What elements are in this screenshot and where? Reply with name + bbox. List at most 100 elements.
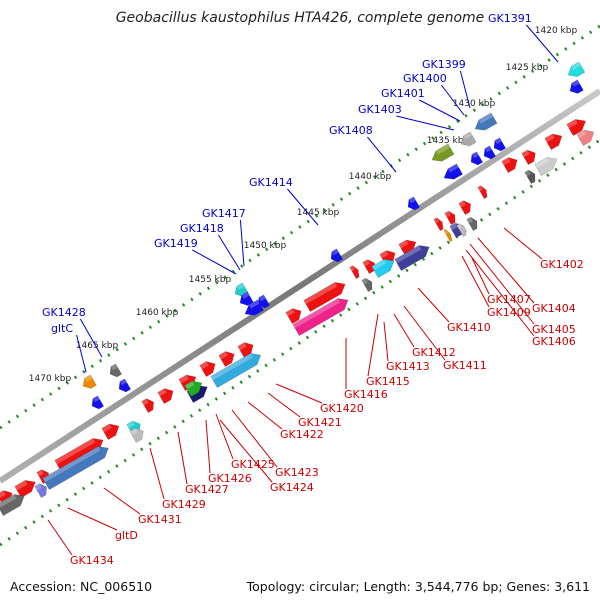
shaded-gene-15 bbox=[42, 446, 109, 490]
leader-line-gk1420 bbox=[275, 383, 323, 404]
reverse-gene-3 bbox=[474, 112, 498, 131]
leader-line-gk1391 bbox=[526, 24, 559, 63]
leader-line-gk1399 bbox=[459, 70, 471, 109]
forward-gene-17 bbox=[199, 361, 216, 377]
leader-line-gk1421 bbox=[267, 392, 301, 418]
leader-line-gk1427 bbox=[177, 431, 188, 485]
shaded-gene-18 bbox=[466, 216, 478, 231]
gene-label-gk1413[interactable]: GK1413 bbox=[386, 360, 430, 373]
gene-label-gk1420[interactable]: GK1420 bbox=[320, 402, 364, 415]
leader-line-gk1406 bbox=[465, 249, 535, 337]
reverse-gene-9 bbox=[443, 163, 463, 180]
tick-label-1450: 1450 kbp bbox=[244, 241, 287, 251]
leader-line-gk1404 bbox=[477, 237, 535, 304]
gene-label-gk1401[interactable]: GK1401 bbox=[381, 87, 425, 100]
forward-gene-3 bbox=[521, 149, 536, 165]
leader-line-gk1423 bbox=[231, 409, 278, 468]
forward-gene-15 bbox=[237, 342, 254, 358]
reverse-gene-14 bbox=[257, 294, 271, 309]
gene-label-gltc[interactable]: gltC bbox=[51, 322, 73, 335]
tick-label-1465: 1465 kbp bbox=[76, 341, 119, 351]
map-title: Geobacillus kaustophilus HTA426, complet… bbox=[116, 10, 485, 26]
forward-gene-21 bbox=[101, 423, 120, 440]
gene-label-gk1400[interactable]: GK1400 bbox=[403, 72, 447, 85]
gene-label-gk1402[interactable]: GK1402 bbox=[540, 258, 584, 271]
gene-label-gk1415[interactable]: GK1415 bbox=[366, 375, 410, 388]
shaded-gene-17 bbox=[0, 494, 25, 516]
gene-label-gltd[interactable]: gltD bbox=[115, 529, 138, 542]
reverse-gene-12 bbox=[234, 282, 249, 297]
tick-label-1470: 1470 kbp bbox=[29, 374, 72, 384]
gene-label-gk1399[interactable]: GK1399 bbox=[422, 58, 466, 71]
reverse-gene-8 bbox=[431, 143, 455, 162]
shaded-gene-14 bbox=[129, 427, 144, 443]
gene-label-gk1434[interactable]: GK1434 bbox=[70, 554, 114, 567]
gene-label-gk1421[interactable]: GK1421 bbox=[298, 416, 342, 429]
gene-label-gk1412[interactable]: GK1412 bbox=[412, 346, 456, 359]
leader-line-gk1431 bbox=[103, 487, 141, 515]
outer-dotted-scale bbox=[0, 24, 600, 430]
shaded-gene-8 bbox=[361, 277, 373, 292]
reverse-gene-1 bbox=[567, 61, 586, 77]
shaded-gene-2 bbox=[534, 157, 558, 176]
tick-label-1445: 1445 kbp bbox=[297, 208, 340, 218]
forward-gene-19 bbox=[157, 388, 174, 404]
genome-backbone bbox=[0, 88, 600, 484]
reverse-gene-18 bbox=[82, 374, 97, 389]
feature-layer bbox=[0, 61, 595, 516]
forward-gene-5 bbox=[477, 185, 488, 199]
gene-label-gk1407[interactable]: GK1407 bbox=[487, 293, 531, 306]
gene-label-gk1419[interactable]: GK1419 bbox=[154, 237, 198, 250]
gene-label-gk1405[interactable]: GK1405 bbox=[532, 323, 576, 336]
shaded-gene-9 bbox=[292, 298, 349, 336]
reverse-gene-10 bbox=[407, 196, 421, 211]
gene-label-gk1418[interactable]: GK1418 bbox=[180, 222, 224, 235]
leader-line-gk1417 bbox=[239, 219, 245, 267]
gene-label-gk1422[interactable]: GK1422 bbox=[280, 428, 324, 441]
leader-line-gk1413 bbox=[383, 321, 389, 362]
gene-label-gk1406[interactable]: GK1406 bbox=[532, 335, 576, 348]
forward-gene-13 bbox=[303, 282, 346, 312]
forward-gene-20 bbox=[141, 398, 154, 413]
leader-line-gk1428 bbox=[79, 318, 103, 358]
gene-label-gk1416[interactable]: GK1416 bbox=[344, 388, 388, 401]
forward-gene-4 bbox=[501, 157, 518, 173]
shaded-gene-10 bbox=[210, 353, 262, 388]
tick-label-1440: 1440 kbp bbox=[349, 172, 392, 182]
topology-text: Topology: circular; Length: 3,544,776 bp… bbox=[246, 579, 590, 594]
reverse-gene-5 bbox=[493, 137, 507, 152]
gene-label-gk1411[interactable]: GK1411 bbox=[443, 359, 487, 372]
leader-line-gk1424 bbox=[219, 419, 273, 483]
reverse-gene-13 bbox=[239, 291, 254, 306]
leader-line-layer bbox=[47, 24, 559, 556]
leader-line-gk1401 bbox=[419, 99, 461, 122]
gene-label-gk1408[interactable]: GK1408 bbox=[329, 124, 373, 137]
reverse-gene-17 bbox=[118, 378, 132, 393]
gene-label-gk1417[interactable]: GK1417 bbox=[202, 207, 246, 220]
gene-label-gk1424[interactable]: GK1424 bbox=[270, 481, 314, 494]
reverse-gene-11 bbox=[330, 248, 344, 263]
leader-line-gk1405 bbox=[469, 243, 535, 325]
gene-label-gk1410[interactable]: GK1410 bbox=[447, 321, 491, 334]
shaded-gene-7 bbox=[371, 259, 395, 278]
inner-dotted-scale bbox=[0, 138, 600, 547]
gene-label-gk1391[interactable]: GK1391 bbox=[488, 12, 532, 25]
gene-label-gk1423[interactable]: GK1423 bbox=[275, 466, 319, 479]
gene-label-gk1428[interactable]: GK1428 bbox=[42, 306, 86, 319]
gene-label-gk1403[interactable]: GK1403 bbox=[358, 103, 402, 116]
gene-label-gk1431[interactable]: GK1431 bbox=[138, 513, 182, 526]
gene-label-gk1427[interactable]: GK1427 bbox=[185, 483, 229, 496]
forward-gene-16 bbox=[218, 351, 235, 367]
leader-line-gk1418 bbox=[217, 234, 241, 271]
tick-label-1420: 1420 kbp bbox=[535, 26, 578, 36]
gene-label-gk1426[interactable]: GK1426 bbox=[208, 472, 252, 485]
leader-line-gk1414 bbox=[287, 188, 319, 226]
gene-label-gk1404[interactable]: GK1404 bbox=[532, 302, 576, 315]
gene-label-gk1414[interactable]: GK1414 bbox=[249, 176, 293, 189]
gene-label-gk1429[interactable]: GK1429 bbox=[162, 498, 206, 511]
gene-label-gk1425[interactable]: GK1425 bbox=[231, 458, 275, 471]
gene-label-gk1409[interactable]: GK1409 bbox=[487, 306, 531, 319]
